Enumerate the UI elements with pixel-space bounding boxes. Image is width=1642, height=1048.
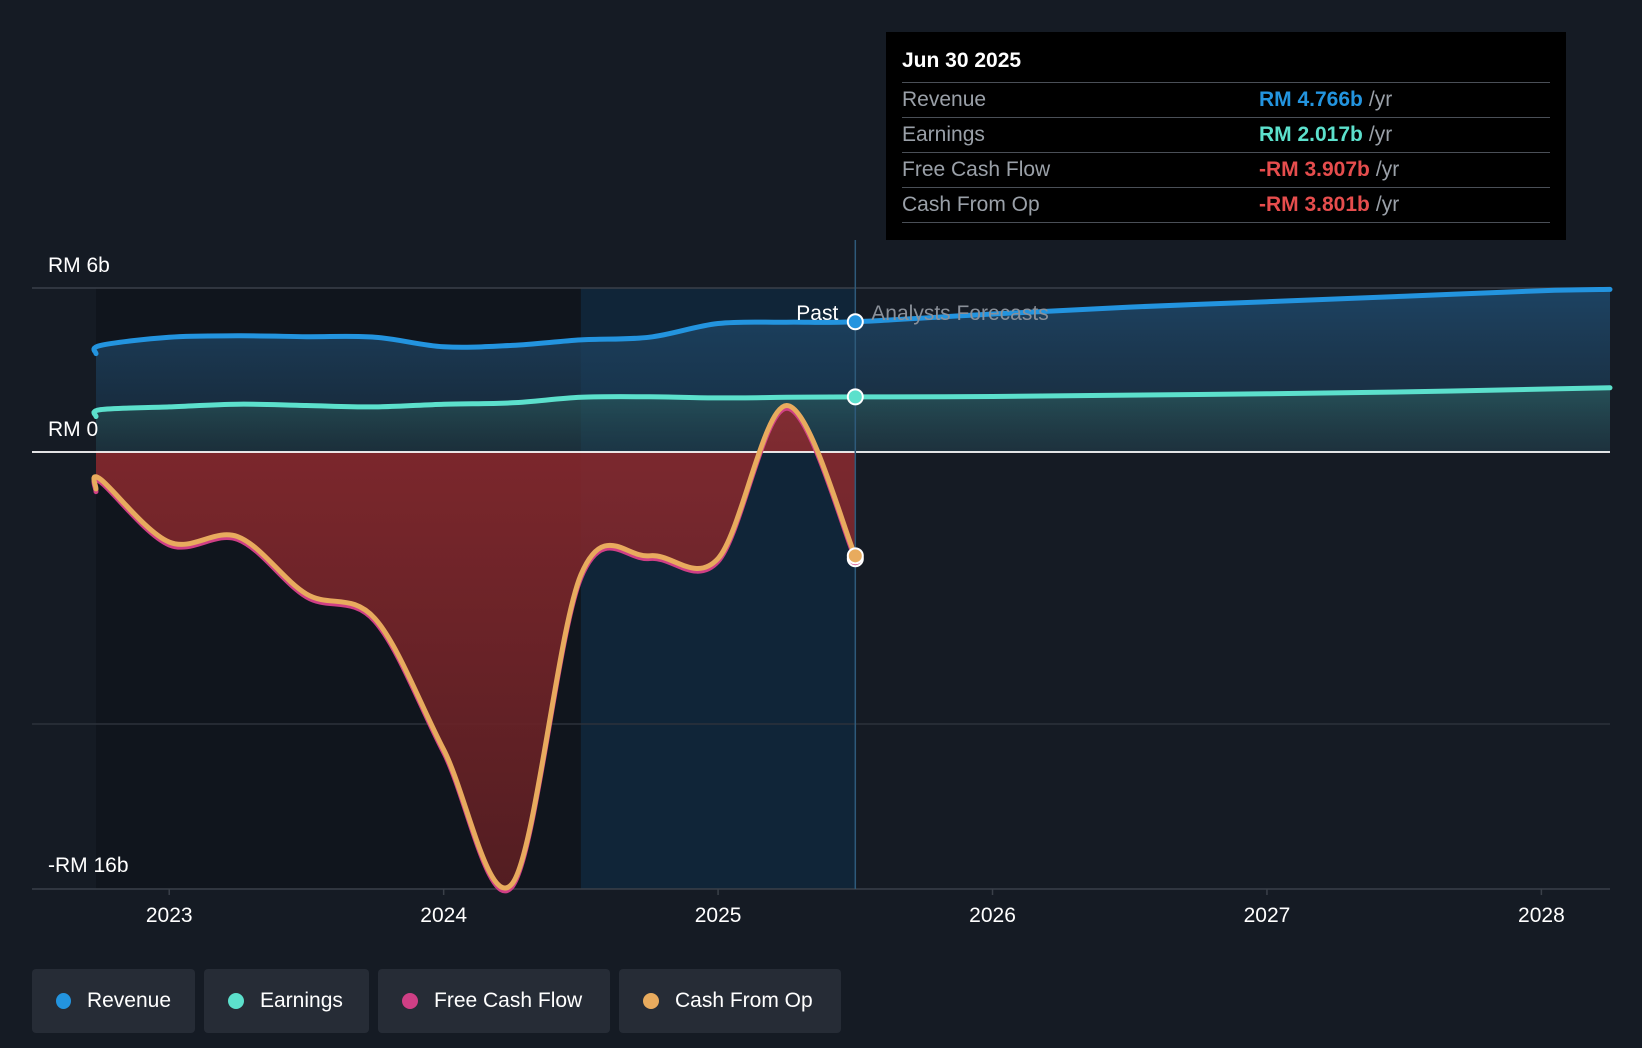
legend-item-free-cash-flow[interactable]: Free Cash Flow [378,969,610,1033]
legend-item-cash-from-op[interactable]: Cash From Op [619,969,841,1033]
y-axis-label-top: RM 6b [48,254,110,277]
x-tick-label: 2025 [695,904,742,927]
tooltip: Jun 30 2025 Revenue RM 4.766b /yr Earnin… [886,32,1566,240]
tooltip-unit: /yr [1368,88,1393,111]
revenue-line [91,286,1613,357]
tooltip-row-revenue: Revenue RM 4.766b /yr [902,83,1550,118]
legend-label: Earnings [260,989,343,1012]
tooltip-value: RM 4.766b [1259,88,1363,111]
legend-item-revenue[interactable]: Revenue [32,969,195,1033]
past-label: Past [796,302,838,325]
tooltip-value: RM 2.017b [1259,123,1363,146]
earnings-marker [846,388,864,406]
legend-dot-icon [643,993,659,1009]
cash-flow-negative-area [93,405,856,889]
y-axis-label-zero: RM 0 [48,418,98,441]
forecast-label: Analysts Forecasts [871,302,1048,325]
legend-dot-icon [228,993,244,1009]
x-tick-label: 2023 [146,904,193,927]
tooltip-name: Revenue [902,88,987,111]
legend-dot-icon [56,993,71,1009]
legend-label: Free Cash Flow [434,989,583,1012]
x-tick-label: 2028 [1518,904,1565,927]
x-tick-label: 2027 [1244,904,1291,927]
revenue-marker [846,313,864,331]
legend-label: Cash From Op [675,989,813,1012]
tooltip-value: -RM 3.801b [1259,193,1370,216]
tooltip-date: Jun 30 2025 [902,46,1550,83]
tooltip-value: -RM 3.907b [1259,158,1370,181]
tooltip-unit: /yr [1375,158,1400,181]
tooltip-row-free-cash-flow: Free Cash Flow -RM 3.907b /yr [902,153,1550,188]
legend-dot-icon [402,993,418,1009]
tooltip-row-cash-from-op: Cash From Op -RM 3.801b /yr [902,188,1550,223]
legend-item-earnings[interactable]: Earnings [204,969,369,1033]
cash-from-op-line [91,402,858,891]
x-tick-label: 2026 [969,904,1016,927]
tooltip-row-earnings: Earnings RM 2.017b /yr [902,118,1550,153]
legend: Revenue Earnings Free Cash Flow Cash Fro… [32,969,841,1033]
tooltip-unit: /yr [1368,123,1393,146]
tooltip-name: Earnings [902,123,985,146]
tooltip-unit: /yr [1375,193,1400,216]
y-axis-label-bottom: -RM 16b [48,854,129,877]
tooltip-name: Cash From Op [902,193,1040,216]
tooltip-name: Free Cash Flow [902,158,1051,181]
cash-from-op-marker [846,547,864,565]
x-tick-label: 2024 [420,904,467,927]
legend-label: Revenue [86,989,171,1012]
earnings-line [91,385,1613,419]
